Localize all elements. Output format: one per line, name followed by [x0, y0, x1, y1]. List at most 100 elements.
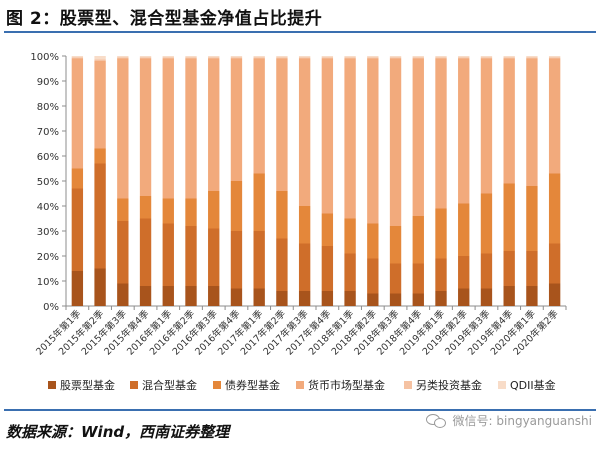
bar-segment: [367, 57, 379, 59]
legend-label: 债券型基金: [225, 378, 280, 392]
bar-segment: [389, 56, 402, 58]
bar-segment: [162, 223, 174, 286]
legend-swatch: [296, 381, 304, 389]
legend-swatch: [404, 381, 412, 389]
bar-segment: [367, 58, 379, 224]
bar-segment: [321, 291, 334, 306]
bar-segment: [71, 56, 84, 58]
bar-segment: [94, 163, 106, 269]
bar-segment: [412, 293, 424, 306]
wechat-watermark: 微信号: bingyanguanshi: [425, 412, 592, 429]
bar-segment: [389, 263, 402, 294]
bar-segment: [185, 57, 197, 59]
bar-segment: [139, 286, 152, 306]
bar-segment: [185, 58, 197, 199]
bar-segment: [298, 243, 311, 291]
bar-segment: [253, 56, 265, 58]
bar-segment: [139, 56, 152, 58]
bar-segment: [208, 286, 220, 306]
watermark-text: 微信号: bingyanguanshi: [452, 414, 592, 428]
bar-segment: [458, 56, 470, 58]
bar-segment: [94, 61, 106, 149]
bar-segment: [367, 56, 379, 58]
bar-segment: [480, 57, 493, 59]
legend-label: 股票型基金: [60, 378, 115, 392]
legend-swatch: [130, 381, 138, 389]
bar-segment: [276, 238, 288, 291]
bar-segment: [117, 198, 129, 221]
bar-segment: [139, 196, 152, 219]
legend-label: QDII基金: [510, 378, 556, 392]
legend-label: 货币市场型基金: [308, 378, 385, 392]
bar-segment: [253, 173, 265, 231]
bar-segment: [458, 57, 470, 59]
bar-segment: [185, 56, 197, 58]
legend-swatch: [498, 381, 506, 389]
bar-segment: [480, 253, 493, 289]
bar-segment: [208, 58, 220, 191]
bar-segment: [412, 57, 424, 59]
bar-segment: [321, 56, 334, 58]
bar-segment: [344, 57, 356, 59]
y-tick-label: 0%: [43, 302, 59, 313]
bar-segment: [276, 57, 288, 59]
bar-segment: [162, 286, 174, 306]
bar-segment: [458, 288, 470, 306]
bar-segment: [435, 208, 447, 259]
bar-segment: [139, 218, 152, 286]
bar-segment: [526, 58, 538, 186]
y-tick-label: 60%: [37, 152, 59, 163]
bar-segment: [298, 57, 311, 59]
bar-segment: [503, 286, 515, 306]
bar-segment: [298, 291, 311, 306]
y-tick-label: 80%: [37, 102, 59, 113]
bar-segment: [526, 56, 538, 58]
source-note: 数据来源：Wind，西南证券整理: [6, 423, 230, 441]
bar-segment: [117, 56, 129, 58]
bar-segment: [389, 226, 402, 264]
bar-segment: [230, 57, 243, 59]
y-tick-label: 100%: [30, 52, 59, 63]
bar-segment: [344, 253, 356, 291]
bar-segment: [526, 186, 538, 251]
bar-segment: [321, 246, 334, 291]
bar-segment: [117, 283, 129, 306]
bar-segment: [412, 216, 424, 264]
bar-segment: [503, 183, 515, 251]
bar-segment: [298, 56, 311, 58]
y-tick-label: 40%: [37, 202, 59, 213]
bar-segment: [162, 57, 174, 59]
bar-segment: [548, 243, 561, 284]
bar-segment: [185, 226, 197, 286]
bar-segment: [298, 206, 311, 244]
bar-segment: [253, 231, 265, 289]
bar-segment: [117, 58, 129, 199]
bar-segment: [412, 56, 424, 58]
bar-segment: [367, 293, 379, 306]
bar-segment: [480, 58, 493, 194]
bar-segment: [389, 293, 402, 306]
bar-segment: [208, 228, 220, 286]
bar-segment: [503, 58, 515, 184]
bar-segment: [253, 58, 265, 174]
bar-segment: [230, 231, 243, 289]
bar-segment: [526, 251, 538, 286]
bar-segment: [435, 58, 447, 209]
bar-segment: [321, 58, 334, 214]
bar-segment: [208, 57, 220, 59]
bar-segment: [435, 291, 447, 306]
bar-segment: [71, 271, 84, 306]
bar-segment: [503, 57, 515, 59]
bar-segment: [548, 57, 561, 59]
bar-segment: [230, 288, 243, 306]
bar-segment: [344, 291, 356, 306]
bar-segment: [94, 148, 106, 164]
y-tick-label: 20%: [37, 252, 59, 263]
bar-segment: [298, 58, 311, 206]
title-divider: [4, 31, 596, 33]
bar-segment: [276, 191, 288, 239]
bar-segment: [208, 191, 220, 229]
bar-segment: [162, 198, 174, 224]
y-tick-label: 30%: [37, 227, 59, 238]
y-tick-label: 90%: [37, 77, 59, 88]
